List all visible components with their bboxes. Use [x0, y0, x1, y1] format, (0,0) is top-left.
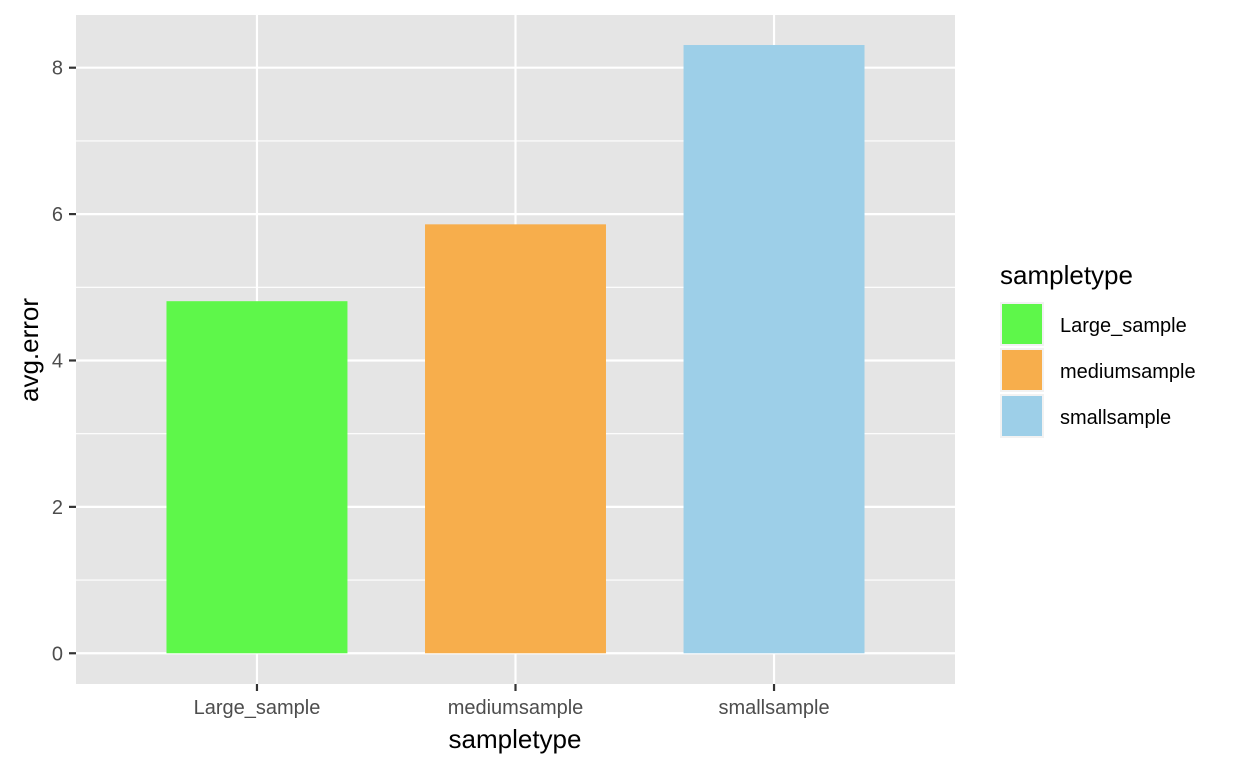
bars — [166, 45, 865, 654]
y-axis-title: avg.error — [14, 298, 44, 402]
y-tick-label: 6 — [52, 204, 63, 226]
bar-mediumsample — [425, 224, 606, 654]
y-axis: 0 2 4 6 8 — [52, 58, 76, 665]
y-tick-label: 0 — [52, 643, 63, 665]
x-tick-label: smallsample — [718, 697, 829, 719]
legend-label: Large_sample — [1060, 315, 1187, 337]
x-tick-label: mediumsample — [448, 697, 584, 719]
legend-swatch — [1002, 396, 1042, 436]
bar-smallsample — [683, 45, 865, 654]
y-tick-label: 2 — [52, 497, 63, 519]
y-tick-label: 8 — [52, 58, 63, 80]
legend: sampletype Large_sample mediumsample small… — [1000, 260, 1196, 438]
x-axis: Large_sample mediumsample smallsample — [194, 684, 830, 719]
legend-swatch — [1002, 350, 1042, 390]
legend-title: sampletype — [1000, 260, 1133, 290]
bar-large-sample — [166, 301, 348, 654]
legend-swatch — [1002, 304, 1042, 344]
y-tick-label: 4 — [52, 350, 63, 372]
x-axis-title: sampletype — [449, 724, 582, 754]
x-tick-label: Large_sample — [194, 697, 321, 719]
legend-items: Large_sample mediumsample smallsample — [1000, 302, 1196, 438]
legend-label: mediumsample — [1060, 361, 1196, 383]
legend-label: smallsample — [1060, 407, 1171, 429]
